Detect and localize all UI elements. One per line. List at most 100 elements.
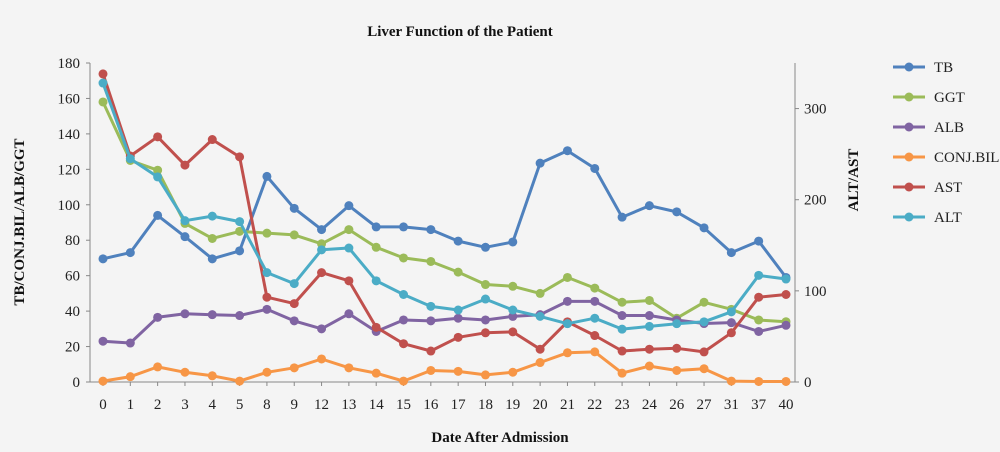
data-point-tb — [754, 236, 764, 246]
x-tick-label: 15 — [396, 397, 411, 413]
left-tick-label: 80 — [65, 233, 80, 249]
data-point-alb — [399, 315, 409, 325]
legend-item-conj-bil: CONJ.BIL — [893, 150, 999, 166]
data-point-alt — [480, 294, 490, 304]
left-tick-label: 140 — [58, 127, 81, 143]
x-tick-label: 1 — [127, 397, 135, 413]
data-point-conj-bil — [672, 365, 682, 375]
series-line-ggt — [101, 101, 787, 324]
data-point-ggt — [590, 283, 600, 293]
data-point-tb — [699, 223, 709, 233]
data-point-ggt — [453, 267, 463, 277]
legend-label: AST — [934, 180, 962, 196]
data-point-ast — [699, 347, 709, 357]
x-tick-label: 16 — [423, 397, 439, 413]
legend-item-alt: ALT — [893, 210, 962, 226]
data-point-ast — [617, 346, 627, 356]
data-point-conj-bil — [781, 376, 791, 386]
data-point-conj-bil — [508, 367, 518, 377]
data-point-tb — [480, 242, 490, 252]
legend: TB GGT ALB CONJ.BIL AST ALT — [893, 60, 999, 226]
legend-swatch-marker — [904, 182, 914, 192]
data-point-alb — [726, 318, 736, 328]
data-point-alt — [262, 268, 272, 278]
data-point-ast — [317, 268, 327, 278]
data-point-ggt — [644, 295, 654, 305]
data-point-conj-bil — [617, 368, 627, 378]
legend-item-ast: AST — [893, 180, 962, 196]
series-alb — [98, 296, 791, 348]
data-point-tb — [399, 222, 409, 232]
data-point-conj-bil — [371, 368, 381, 378]
series-line-tb — [102, 149, 788, 279]
right-tick-label: 300 — [804, 102, 827, 118]
legend-item-ggt: GGT — [893, 90, 965, 106]
data-point-alt — [180, 216, 190, 226]
data-point-ast — [98, 69, 108, 79]
data-point-tb — [453, 236, 463, 246]
data-point-ggt — [562, 272, 572, 282]
data-point-ast — [508, 327, 518, 337]
data-point-tb — [617, 212, 627, 222]
data-point-alt — [344, 243, 354, 253]
left-tick-label: 60 — [65, 269, 80, 285]
x-tick-label: 23 — [615, 397, 630, 413]
data-point-ast — [535, 344, 545, 354]
data-point-ggt — [289, 230, 299, 240]
right-tick-label: 0 — [804, 375, 812, 391]
series-line-conj-bil — [102, 350, 786, 383]
data-point-alt — [317, 245, 327, 255]
data-point-ggt — [153, 165, 163, 175]
data-point-alb — [617, 311, 627, 321]
legend-label: ALT — [934, 210, 962, 226]
series-line-alb — [102, 299, 787, 345]
x-tick-label: 12 — [314, 397, 329, 413]
legend-label: GGT — [934, 90, 965, 106]
x-tick-label: 14 — [369, 397, 385, 413]
series-conj-bil — [98, 347, 791, 386]
data-point-alt — [781, 274, 791, 284]
x-tick-label: 40 — [779, 397, 794, 413]
legend-swatch-marker — [904, 62, 914, 72]
series-alt — [98, 78, 791, 334]
data-point-ast — [289, 299, 299, 309]
data-point-ggt — [426, 256, 436, 266]
data-point-tb — [590, 163, 600, 173]
data-point-conj-bil — [590, 347, 600, 357]
data-point-alt — [289, 279, 299, 289]
left-tick-label: 120 — [58, 162, 81, 178]
data-point-tb — [426, 225, 436, 235]
data-point-alt — [699, 317, 709, 327]
data-point-alb — [508, 311, 518, 321]
legend-swatch-marker — [904, 212, 914, 222]
x-tick-label: 37 — [751, 397, 767, 413]
data-point-alt — [644, 321, 654, 331]
data-point-tb — [125, 248, 135, 258]
data-point-alb — [453, 313, 463, 323]
left-tick-label: 0 — [73, 375, 81, 391]
x-tick-label: 19 — [505, 397, 520, 413]
data-point-ast — [371, 322, 381, 332]
data-point-tb — [535, 158, 545, 168]
data-point-ast — [726, 328, 736, 338]
data-point-conj-bil — [180, 367, 190, 377]
data-point-conj-bil — [289, 363, 299, 373]
data-point-ggt — [480, 280, 490, 290]
data-point-conj-bil — [726, 376, 736, 386]
data-point-alt — [235, 217, 245, 227]
data-point-ggt — [508, 281, 518, 291]
x-tick-label: 9 — [290, 397, 298, 413]
data-point-ggt — [617, 297, 627, 307]
data-point-tb — [562, 146, 572, 156]
legend-label: ALB — [934, 120, 964, 136]
data-point-ggt — [754, 315, 764, 325]
data-point-alt — [617, 324, 627, 334]
left-tick-label: 160 — [58, 91, 81, 107]
data-point-ast — [344, 276, 354, 286]
data-point-ast — [426, 346, 436, 356]
data-point-ggt — [235, 226, 245, 236]
data-point-alb — [235, 311, 245, 321]
data-point-conj-bil — [235, 376, 245, 386]
